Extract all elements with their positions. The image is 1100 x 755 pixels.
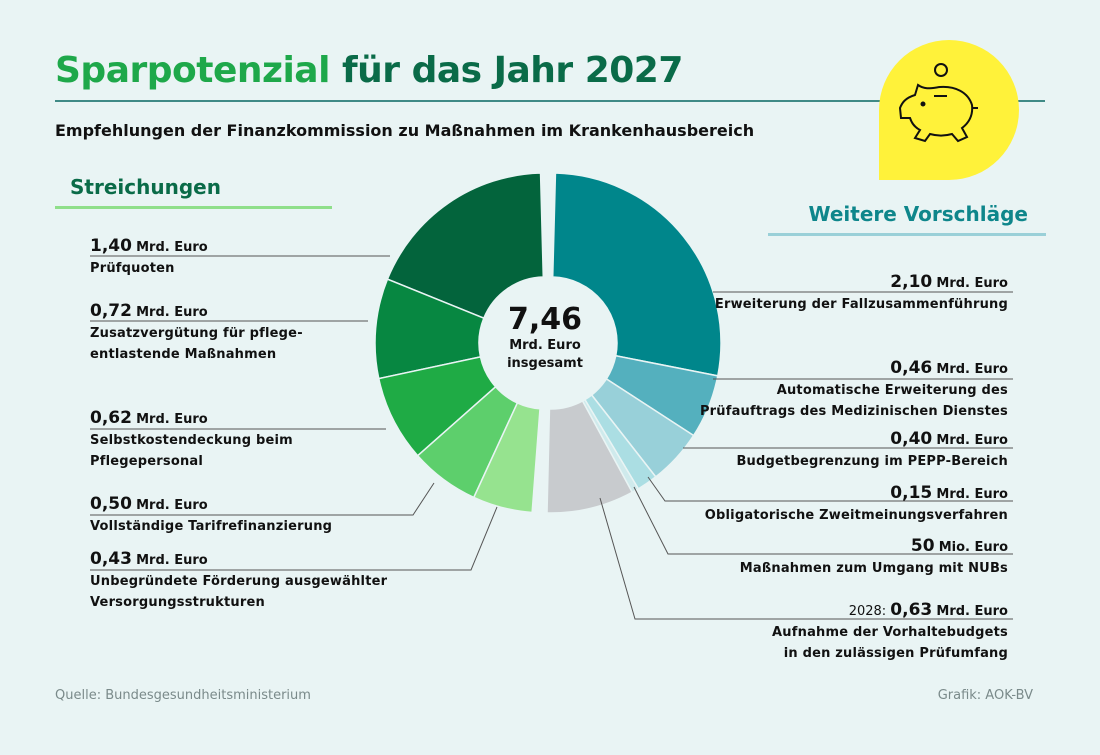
slice-unit: Mrd. Euro	[136, 412, 208, 427]
slice-description: Unbegründete Förderung ausgewählter	[90, 574, 388, 589]
slice-year-prefix: 2028:	[848, 604, 887, 619]
slice-unit: Mrd. Euro	[936, 487, 1008, 502]
donut-slice-left-1	[374, 278, 485, 380]
slice-value: 0,40	[890, 429, 933, 449]
source-note: Quelle: Bundesgesundheitsministerium	[55, 688, 311, 703]
subtitle: Empfehlungen der Finanzkommission zu Maß…	[55, 121, 755, 140]
page-title: Sparpotenzial für das Jahr 2027	[55, 50, 683, 91]
donut-slice-right-0	[551, 172, 722, 377]
piggy-bank-icon	[898, 63, 978, 143]
slice-label: 2028: 0,63 Mrd. Euro Aufnahme der Vorhalt…	[772, 600, 1008, 664]
donut-slice-left-0	[386, 172, 545, 320]
total-label: insgesamt	[507, 356, 583, 371]
slice-value: 50	[910, 536, 935, 556]
slice-value-row: 1,40 Mrd. Euro	[90, 236, 208, 258]
slice-value-row: 2028: 0,63 Mrd. Euro	[772, 600, 1008, 622]
slice-value: 1,40	[90, 236, 132, 256]
slice-description: Obligatorische Zweitmeinungsverfahren	[704, 508, 1008, 523]
slice-unit: Mrd. Euro	[936, 433, 1008, 448]
slice-value: 0,62	[90, 408, 132, 428]
slice-description: Zusatzvergütung für pflege-	[90, 326, 303, 341]
slice-unit: Mrd. Euro	[936, 604, 1008, 619]
donut-chart	[374, 172, 722, 514]
slice-value: 0,72	[90, 301, 132, 321]
donut-center-total: 7,46 Mrd. Euro insgesamt	[480, 303, 610, 373]
slice-value-row: 0,62 Mrd. Euro	[90, 408, 293, 430]
slice-description-line2: Prüfauftrags des Medizinischen Dienstes	[699, 404, 1008, 419]
slice-label: 0,40 Mrd. Euro Budgetbegrenzung im PEPP-B…	[736, 429, 1008, 472]
slice-description: Aufnahme der Vorhaltebudgets	[772, 625, 1008, 640]
slice-description-line2: Pflegepersonal	[90, 454, 204, 469]
group-underline-right	[768, 233, 1046, 236]
slice-description-line2: in den zulässigen Prüfumfang	[783, 646, 1008, 661]
slice-value: 0,50	[90, 494, 132, 514]
slice-value-row: 0,72 Mrd. Euro	[90, 301, 303, 323]
slice-unit: Mrd. Euro	[936, 362, 1008, 377]
slice-description: Automatische Erweiterung des	[776, 383, 1008, 398]
slice-value: 0,63	[890, 600, 933, 620]
slice-value-row: 0,43 Mrd. Euro	[90, 549, 387, 571]
credit-note: Grafik: AOK-BV	[937, 688, 1033, 703]
slice-description: Selbstkostendeckung beim	[90, 433, 293, 448]
slice-label: 0,15 Mrd. Euro Obligatorische Zweitmeinun…	[705, 483, 1008, 526]
slice-value-row: 0,15 Mrd. Euro	[705, 483, 1008, 505]
donut-slice-left-3	[416, 385, 519, 499]
slice-value-row: 0,46 Mrd. Euro	[700, 358, 1008, 380]
slice-description: Budgetbegrenzung im PEPP-Bereich	[736, 454, 1008, 469]
icon-badge	[879, 40, 1019, 180]
slice-value-row: 0,40 Mrd. Euro	[736, 429, 1008, 451]
slice-description: Vollständige Tarifrefinanzierung	[90, 519, 333, 534]
total-value: 7,46	[507, 302, 583, 337]
leader-lines	[90, 255, 1013, 620]
slice-value-row: 0,50 Mrd. Euro	[90, 494, 332, 516]
slice-label: 0,43 Mrd. Euro Unbegründete Förderung aus…	[90, 549, 387, 613]
slice-value-row: 50 Mio. Euro	[740, 536, 1008, 558]
total-unit: Mrd. Euro	[509, 338, 581, 353]
group-underline-left	[55, 206, 332, 209]
slice-label: 1,40 Mrd. Euro Prüfquoten	[90, 236, 208, 279]
slice-unit: Mrd. Euro	[136, 305, 208, 320]
slice-label: 0,46 Mrd. Euro Automatische Erweiterung d…	[700, 358, 1008, 422]
slice-value: 2,10	[890, 272, 933, 292]
slice-label: 0,62 Mrd. Euro Selbstkostendeckung beim Pf…	[90, 408, 293, 472]
slice-description: Prüfquoten	[90, 261, 175, 276]
slice-unit: Mrd. Euro	[136, 553, 208, 568]
title-divider	[55, 100, 1045, 102]
group-heading-right: Weitere Vorschläge	[808, 202, 1028, 226]
slice-description: Maßnahmen zum Umgang mit NUBs	[739, 561, 1008, 576]
slice-unit: Mio. Euro	[938, 540, 1008, 555]
donut-slice-right-5	[546, 399, 634, 514]
slice-label: 50 Mio. Euro Maßnahmen zum Umgang mit NUB…	[740, 536, 1008, 579]
slice-unit: Mrd. Euro	[136, 498, 208, 513]
donut-slice-left-2	[377, 355, 497, 457]
slice-label: 0,72 Mrd. Euro Zusatzvergütung für pflege…	[90, 301, 303, 365]
slice-value: 0,15	[890, 483, 933, 503]
group-heading-left: Streichungen	[70, 175, 221, 199]
slice-description: Erweiterung der Fallzusammenführung	[714, 297, 1008, 312]
slice-description-line2: entlastende Maßnahmen	[90, 347, 277, 362]
slice-label: 2,10 Mrd. Euro Erweiterung der Fallzusamm…	[715, 272, 1008, 315]
slice-description-line2: Versorgungsstrukturen	[90, 595, 265, 610]
slice-unit: Mrd. Euro	[136, 240, 208, 255]
slice-value: 0,43	[90, 549, 132, 569]
slice-label: 0,50 Mrd. Euro Vollständige Tarifrefinanz…	[90, 494, 332, 537]
slice-value-row: 2,10 Mrd. Euro	[715, 272, 1008, 294]
donut-slice-left-4	[472, 401, 541, 514]
slice-unit: Mrd. Euro	[936, 276, 1008, 291]
slice-value: 0,46	[890, 358, 933, 378]
